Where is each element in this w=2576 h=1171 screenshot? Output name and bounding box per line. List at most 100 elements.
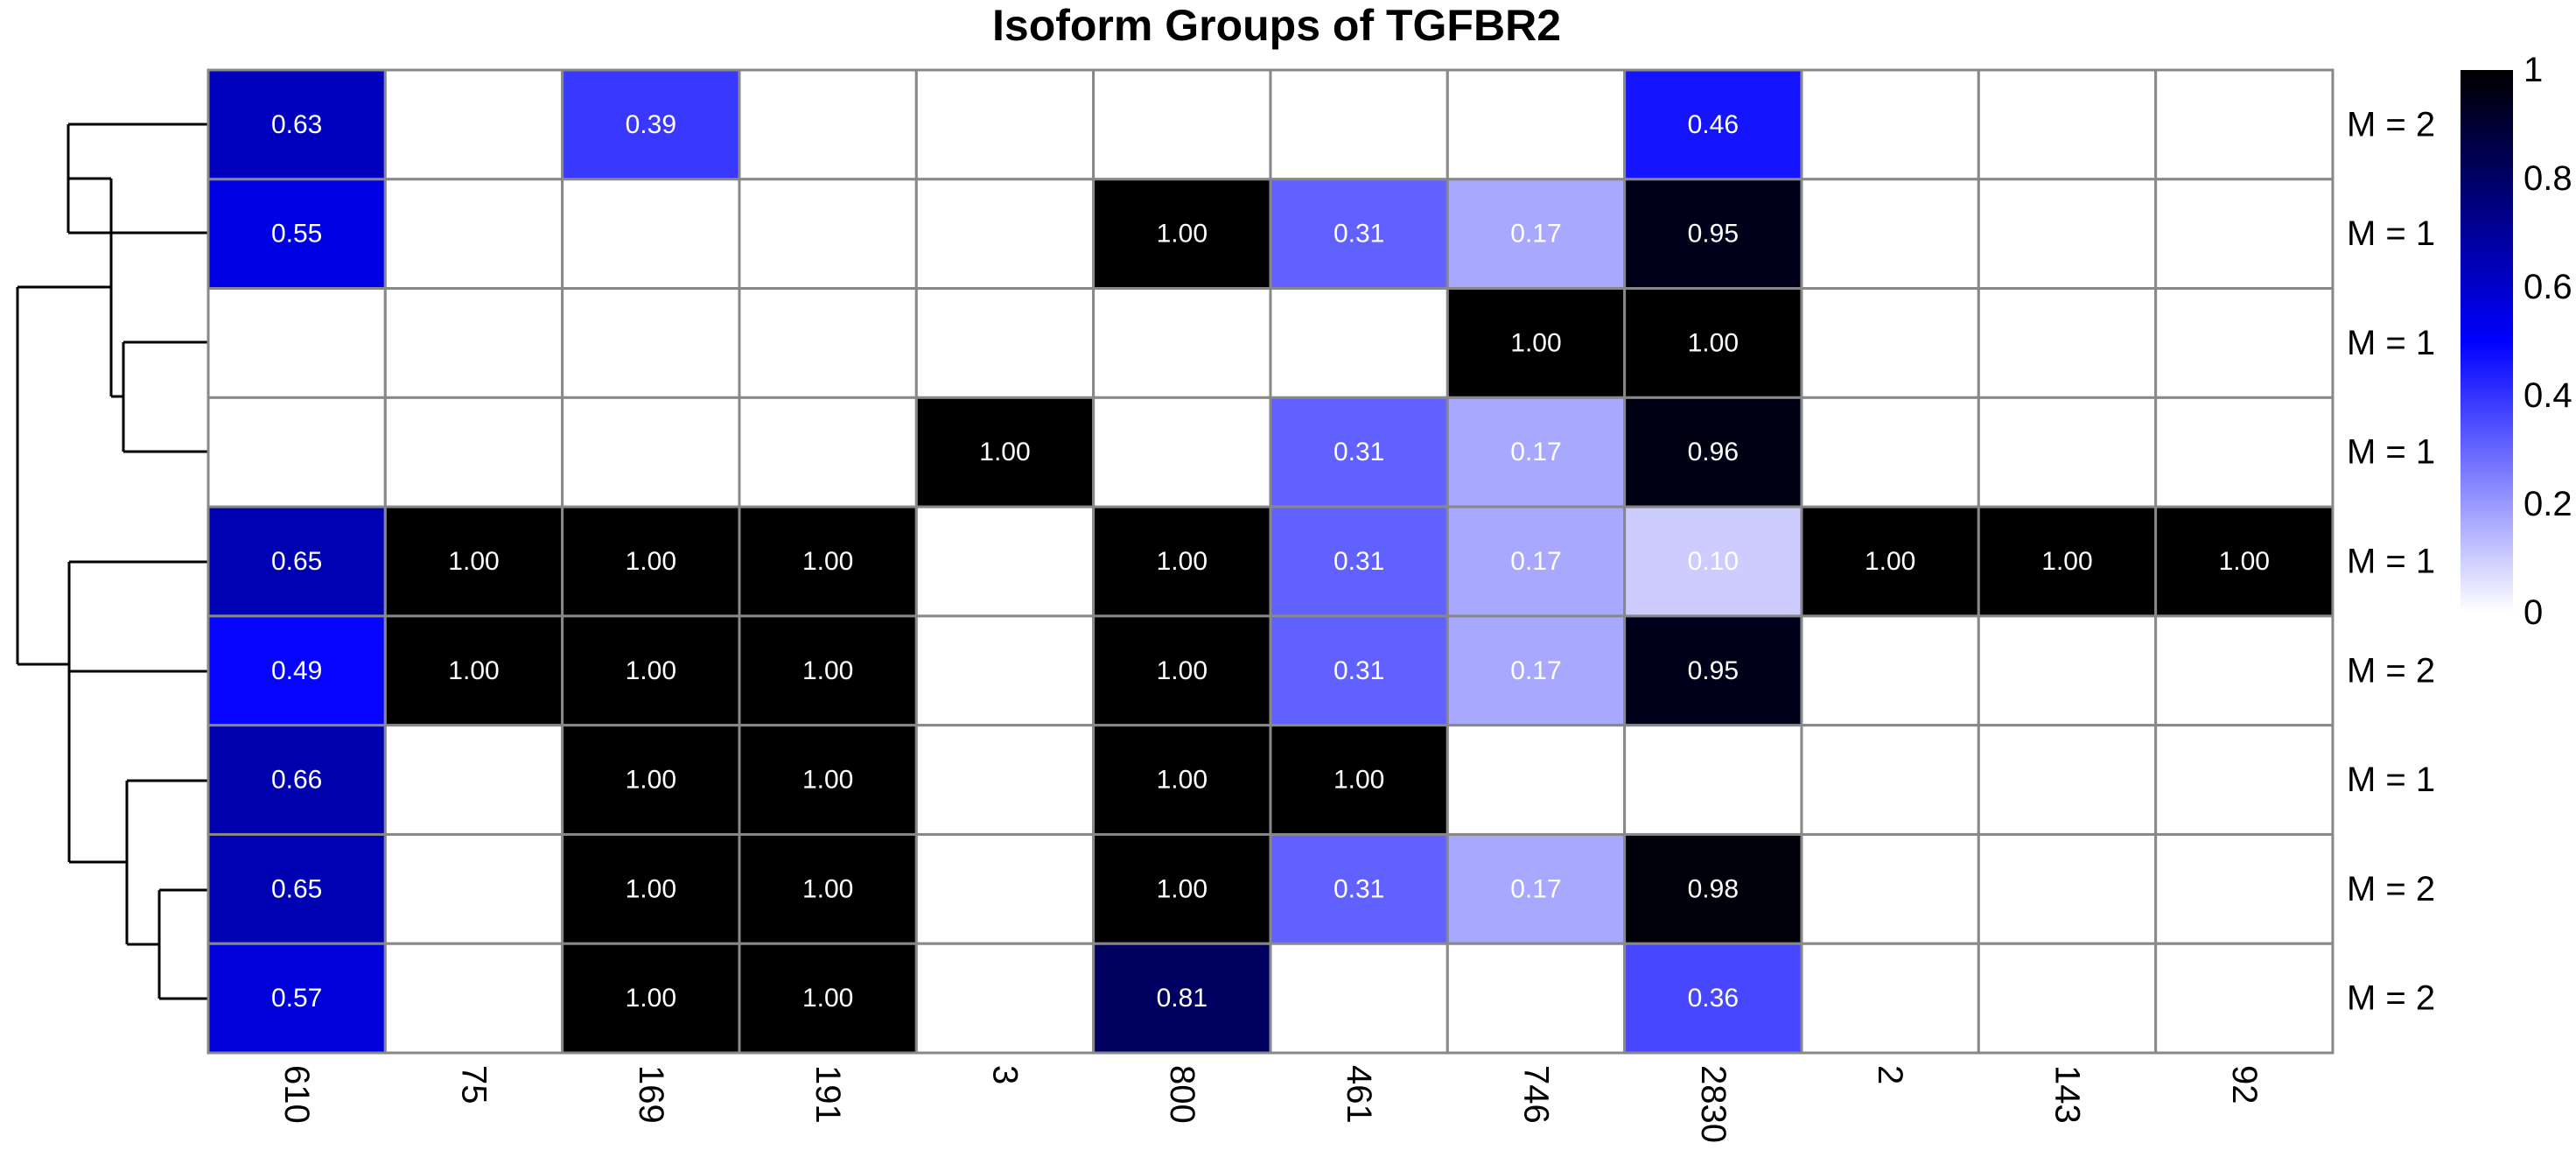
row-label: M = 2	[2347, 870, 2435, 908]
cell-value-label: 0.39	[626, 110, 676, 139]
cell-value-label: 0.55	[271, 220, 322, 249]
heatmap-cell	[1446, 724, 1627, 836]
column-label: 800	[1163, 1065, 1201, 1124]
cell-value-label: 0.17	[1510, 656, 1561, 685]
heatmap-cell	[1977, 68, 2158, 181]
heatmap-cell	[1800, 287, 1980, 399]
cell-value-label: 0.95	[1688, 220, 1739, 249]
heatmap-cell	[1623, 178, 1803, 291]
heatmap-cell	[1092, 614, 1272, 727]
heatmap-cell	[561, 942, 741, 1055]
heatmap-cell	[206, 942, 387, 1055]
cell-value-label: 1.00	[1157, 874, 1208, 903]
heatmap-cell	[561, 287, 741, 399]
heatmap-cell	[914, 68, 1096, 181]
column-labels: 610 75 169 191 3 800 461 746 2830 2 143 92	[277, 1065, 2264, 1143]
cell-value-label: 0.17	[1510, 438, 1561, 466]
heatmap-cell	[1977, 724, 2158, 836]
heatmap-cell	[1446, 505, 1627, 618]
heatmap-cell	[561, 68, 741, 181]
heatmap-cell	[1623, 287, 1803, 399]
cell-value-label: 1.00	[1865, 547, 1915, 576]
heatmap-cell	[1977, 178, 2158, 291]
legend-tick-label: 0.8	[2524, 159, 2572, 198]
heatmap-cell	[1092, 505, 1272, 618]
cell-value-label: 1.00	[1688, 328, 1739, 357]
heatmap-cell	[1623, 68, 1803, 181]
column-label: 169	[632, 1065, 670, 1124]
cell-value-label: 0.96	[1688, 438, 1739, 466]
cell-value-label: 0.31	[1334, 874, 1384, 903]
heatmap-cell	[1446, 942, 1627, 1055]
heatmap-cell	[1446, 68, 1627, 181]
heatmap-cell	[738, 505, 918, 618]
heatmap-cell	[383, 505, 564, 618]
heatmap-cell	[1092, 942, 1272, 1055]
cell-value-label: 1.00	[802, 766, 853, 795]
row-label: M = 2	[2347, 105, 2435, 144]
heatmap-cell-labels: 0.63 0.39 0.46 0.55 1.00 0.31 0.17 0.95 1.00 1.00…	[271, 110, 2270, 1013]
column-label: 746	[1516, 1065, 1555, 1124]
cell-value-label: 0.95	[1688, 656, 1739, 685]
heatmap-cell	[2154, 614, 2334, 727]
cell-value-label: 1.00	[802, 547, 853, 576]
heatmap-cell	[1800, 68, 1980, 181]
legend-tick-label: 1	[2524, 51, 2543, 89]
cell-value-label: 1.00	[802, 656, 853, 685]
cell-value-label: 1.00	[626, 656, 676, 685]
chart-title: Isoform Groups of TGFBR2	[992, 1, 1561, 50]
heatmap-cell	[2154, 396, 2334, 508]
heatmap-cell	[561, 832, 741, 945]
heatmap-cell	[1269, 178, 1449, 291]
heatmap-cell	[1977, 614, 2158, 727]
legend-tick-label: 0.4	[2524, 376, 2572, 415]
cell-value-label: 0.10	[1688, 547, 1739, 576]
heatmap-cell	[1269, 505, 1449, 618]
cell-value-label: 0.65	[271, 874, 322, 903]
heatmap-cell	[206, 832, 387, 945]
heatmap-cell	[1623, 942, 1803, 1055]
heatmap-cell	[914, 614, 1096, 727]
cell-value-label: 0.66	[271, 766, 322, 795]
heatmap-cell	[206, 396, 387, 508]
heatmap-cell	[2154, 505, 2334, 618]
heatmap-cell	[1446, 396, 1627, 508]
row-label: M = 1	[2347, 761, 2435, 799]
heatmap-cell	[1800, 724, 1980, 836]
cell-value-label: 1.00	[1334, 766, 1384, 795]
heatmap-cell	[1446, 832, 1627, 945]
heatmap-cell	[1446, 178, 1627, 291]
cell-value-label: 1.00	[626, 984, 676, 1013]
cell-value-label: 0.57	[271, 984, 322, 1013]
heatmap-cell	[206, 614, 387, 727]
cell-value-label: 1.00	[1510, 328, 1561, 357]
column-label: 75	[455, 1065, 494, 1104]
cell-value-label: 0.46	[1688, 110, 1739, 139]
heatmap-cell	[383, 178, 564, 291]
column-label: 2830	[1694, 1065, 1732, 1143]
cell-value-label: 0.65	[271, 547, 322, 576]
heatmap-cell	[2154, 287, 2334, 399]
cell-value-label: 1.00	[2219, 547, 2270, 576]
column-label: 143	[2048, 1065, 2086, 1124]
cell-value-label: 1.00	[448, 656, 499, 685]
cell-value-label: 0.31	[1334, 220, 1384, 249]
heatmap-cell	[1269, 942, 1449, 1055]
heatmap-cell	[1800, 942, 1980, 1055]
row-dendrogram	[16, 123, 208, 1000]
heatmap-cell	[383, 942, 564, 1055]
heatmap-cell	[561, 178, 741, 291]
heatmap-cell	[914, 396, 1096, 508]
heatmap-cell	[1977, 832, 2158, 945]
cell-value-label: 0.17	[1510, 220, 1561, 249]
cell-value-label: 0.31	[1334, 438, 1384, 466]
heatmap-cell	[2154, 942, 2334, 1055]
heatmap-cell	[1977, 287, 2158, 399]
heatmap-cell	[1623, 396, 1803, 508]
heatmap-cell	[1977, 396, 2158, 508]
cell-value-label: 1.00	[626, 874, 676, 903]
row-label: M = 1	[2347, 433, 2435, 472]
heatmap-cell	[206, 724, 387, 836]
heatmap-cell	[2154, 724, 2334, 836]
heatmap-cell	[1977, 942, 2158, 1055]
